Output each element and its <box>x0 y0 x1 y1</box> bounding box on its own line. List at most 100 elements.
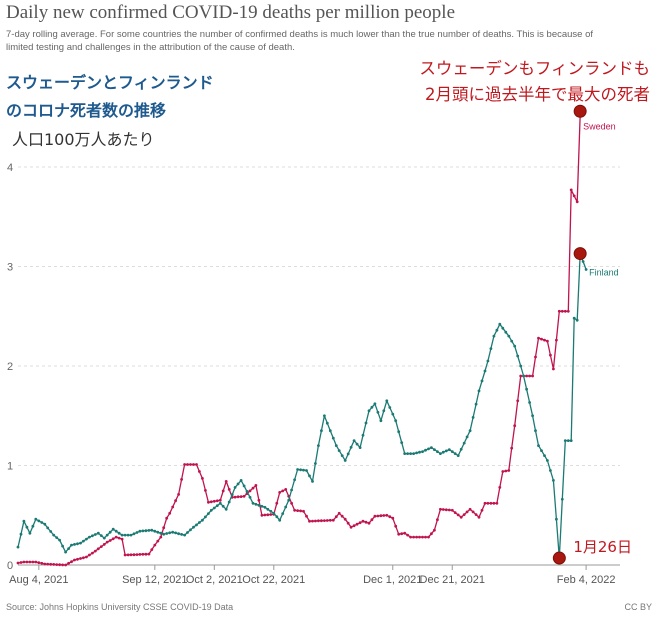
data-point-finland <box>70 543 73 547</box>
data-point-finland <box>245 490 249 493</box>
data-point-finland <box>212 506 216 510</box>
data-point-sweden <box>153 543 157 547</box>
data-point-sweden <box>138 553 142 556</box>
data-point-sweden <box>43 562 47 566</box>
data-point-sweden <box>317 519 320 523</box>
data-point-sweden <box>186 463 189 466</box>
data-point-sweden <box>111 537 115 541</box>
data-point-sweden <box>46 562 50 566</box>
data-point-finland <box>584 268 588 271</box>
data-point-sweden <box>25 560 29 564</box>
data-point-finland <box>525 387 528 391</box>
data-point-sweden <box>483 501 487 505</box>
data-point-finland <box>105 533 109 537</box>
data-point-finland <box>132 532 136 536</box>
data-point-sweden <box>388 515 392 519</box>
data-point-finland <box>370 405 374 409</box>
data-point-finland <box>296 468 299 471</box>
data-point-sweden <box>534 355 537 359</box>
data-point-finland <box>251 501 255 505</box>
data-point-sweden <box>195 463 198 466</box>
data-point-sweden <box>61 563 64 567</box>
data-point-finland <box>394 419 398 423</box>
data-point-finland <box>501 326 505 330</box>
data-point-finland <box>287 498 291 502</box>
data-point-sweden <box>555 338 558 342</box>
data-point-finland <box>204 515 207 519</box>
data-point-sweden <box>171 505 175 509</box>
data-point-sweden <box>37 561 41 565</box>
y-tick-label: 3 <box>7 262 13 274</box>
data-point-finland <box>418 450 421 454</box>
license-link[interactable]: CC BY <box>624 602 652 612</box>
data-point-sweden <box>31 560 35 564</box>
data-point-finland <box>468 429 472 433</box>
y-tick-label: 4 <box>7 162 13 174</box>
data-point-finland <box>209 508 213 512</box>
data-point-finland <box>421 450 424 453</box>
data-point-sweden <box>528 374 531 378</box>
data-point-sweden <box>278 491 282 494</box>
data-point-finland <box>522 374 525 378</box>
data-point-finland <box>474 402 478 406</box>
jp-annotation-note: スウェーデンもフィンランドも 2月頭に過去半年で最大の死者 <box>419 56 650 108</box>
data-point-finland <box>340 454 344 457</box>
data-point-sweden <box>180 478 184 481</box>
data-point-finland <box>382 409 386 413</box>
data-point-sweden <box>207 500 210 504</box>
data-point-finland <box>581 260 585 263</box>
annotation-date-label: 1月26日 <box>573 538 632 556</box>
data-point-finland <box>73 543 76 546</box>
data-point-finland <box>367 409 371 413</box>
data-point-sweden <box>209 500 213 504</box>
data-point-sweden <box>144 552 148 556</box>
series-line-sweden <box>17 114 581 566</box>
data-point-sweden <box>96 547 100 551</box>
data-point-finland <box>93 533 97 536</box>
data-point-finland <box>337 449 341 452</box>
data-point-sweden <box>373 514 377 518</box>
data-point-finland <box>165 532 169 535</box>
jp-note-line2: 2月頭に過去半年で最大の死者 <box>425 85 650 104</box>
series-label-finland: Finland <box>589 267 619 277</box>
data-point-finland <box>555 517 558 521</box>
data-point-sweden <box>525 374 528 378</box>
data-point-finland <box>64 550 67 554</box>
data-point-sweden <box>257 498 261 502</box>
data-point-finland <box>293 478 296 482</box>
data-point-finland <box>528 401 531 404</box>
data-point-finland <box>79 541 82 545</box>
data-point-finland <box>88 535 91 539</box>
data-point-sweden <box>126 553 130 557</box>
data-point-finland <box>272 511 276 515</box>
data-point-finland <box>82 539 85 543</box>
data-point-finland <box>76 542 79 546</box>
data-point-sweden <box>349 525 353 529</box>
data-point-sweden <box>82 556 85 560</box>
x-tick-label: Sep 12, 2021 <box>122 574 187 586</box>
data-point-finland <box>186 531 189 534</box>
data-point-sweden <box>352 524 356 528</box>
data-point-finland <box>412 452 415 455</box>
data-point-sweden <box>251 486 255 490</box>
data-point-finland <box>43 522 47 526</box>
data-point-finland <box>456 454 460 457</box>
data-point-sweden <box>147 552 151 556</box>
y-tick-label: 0 <box>7 560 13 572</box>
data-point-sweden <box>453 511 457 514</box>
data-point-finland <box>96 531 100 535</box>
data-point-finland <box>447 448 451 451</box>
data-point-finland <box>346 452 350 456</box>
data-point-finland <box>549 469 552 472</box>
data-point-sweden <box>409 535 412 539</box>
data-point-sweden <box>58 563 61 567</box>
data-point-sweden <box>67 561 70 565</box>
data-point-sweden <box>141 552 145 556</box>
data-point-finland <box>406 452 409 455</box>
data-point-finland <box>19 532 23 536</box>
y-tick-label: 1 <box>7 461 13 473</box>
data-point-finland <box>459 447 463 451</box>
data-point-finland <box>114 529 118 533</box>
